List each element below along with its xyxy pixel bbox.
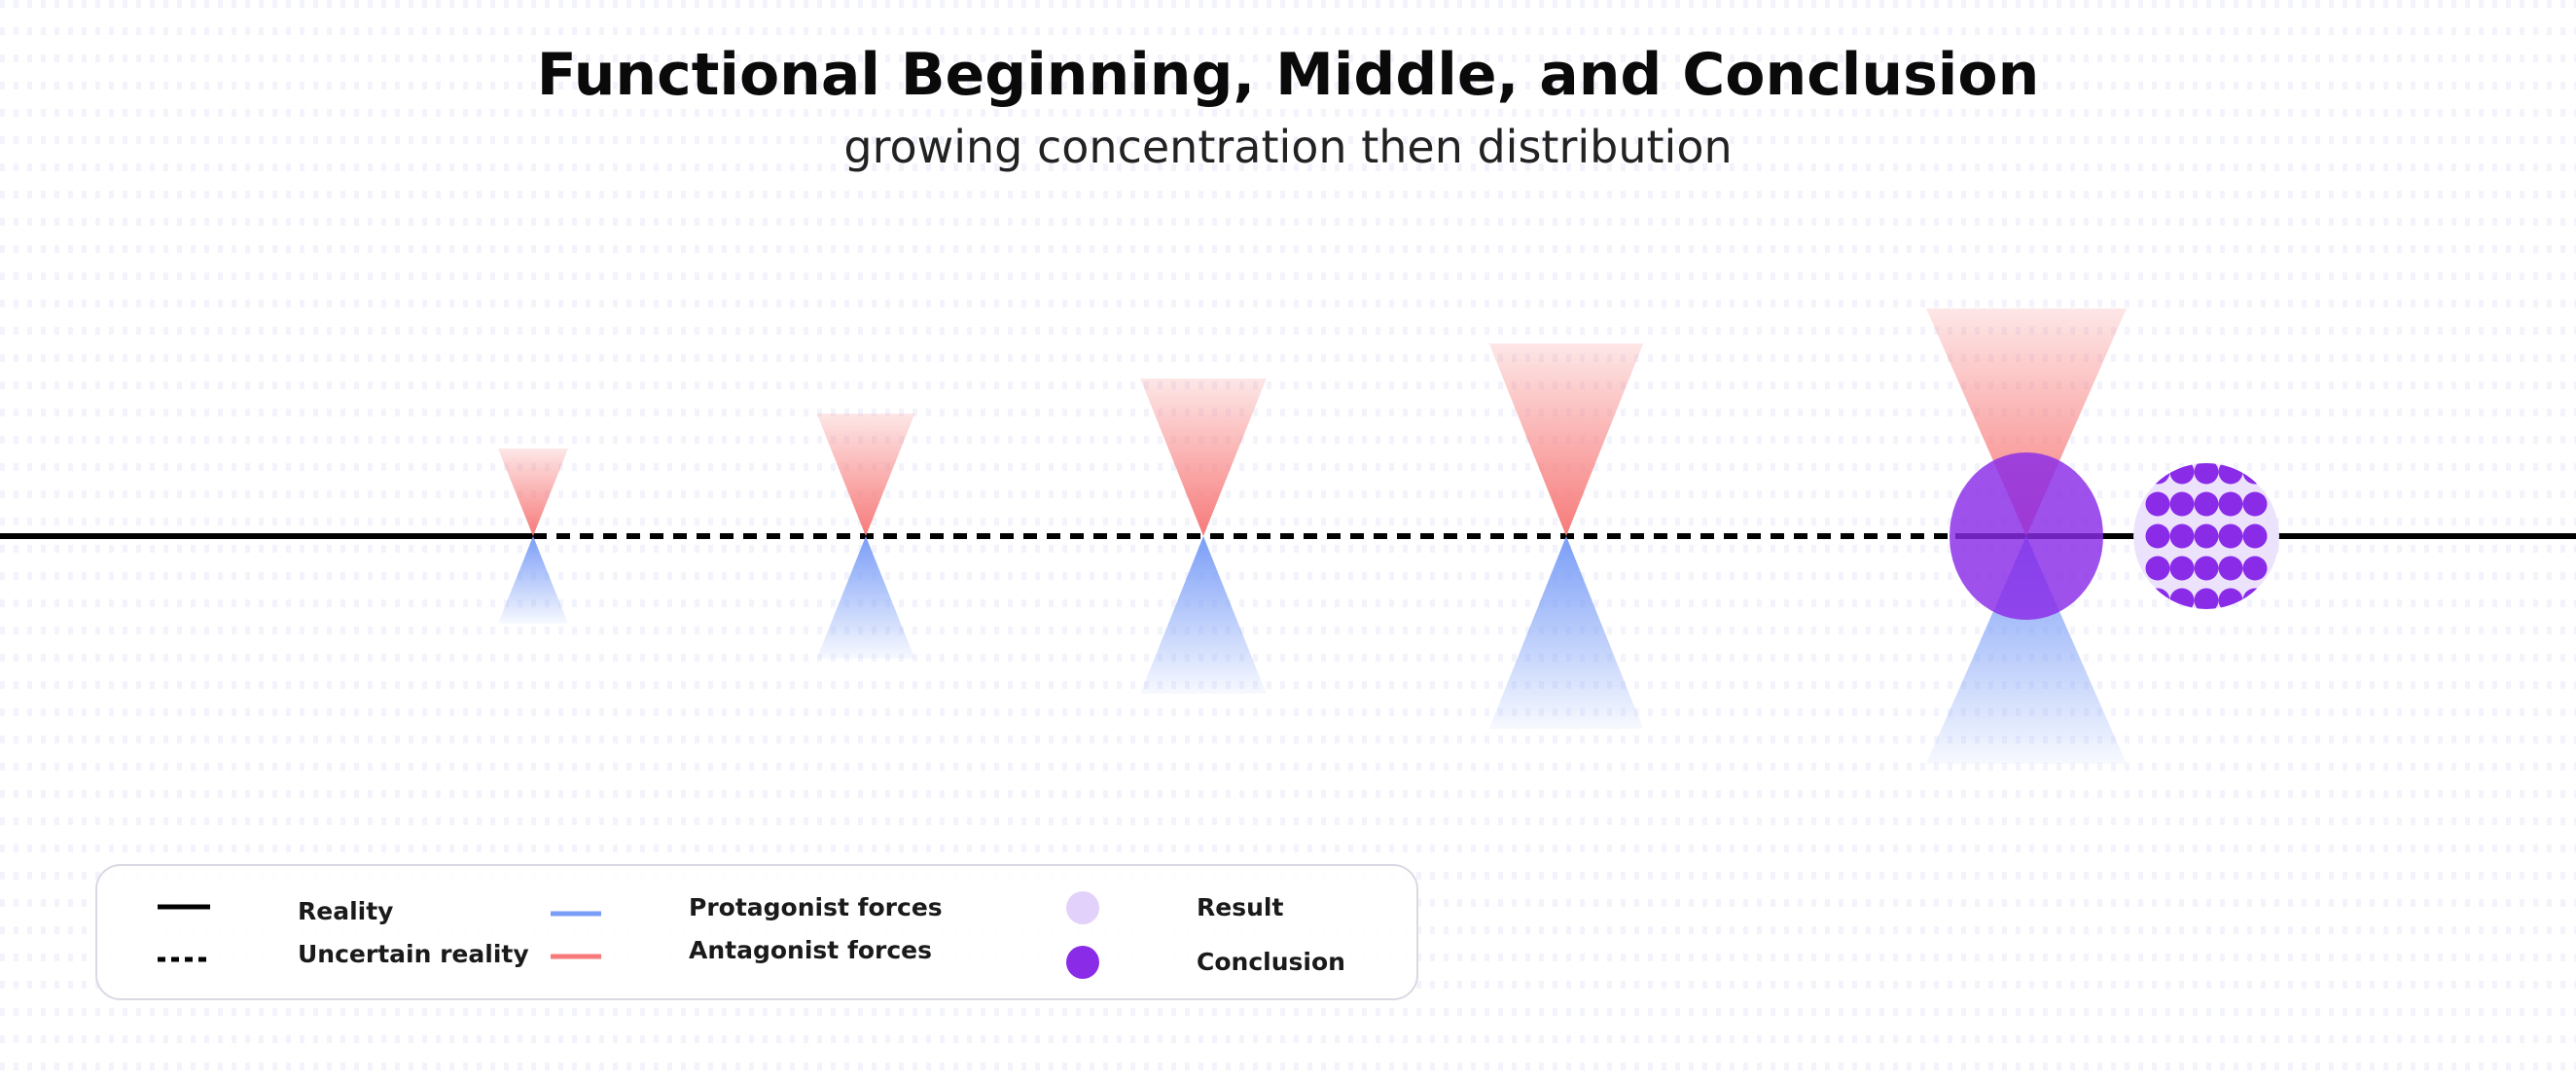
legend-uncertain-reality-swatch [158,956,210,962]
distribution-dot [2145,463,2170,485]
distribution-dot [2194,556,2219,581]
distribution-dot [2242,491,2268,517]
legend-result-swatch [1066,891,1099,924]
distribution-dot [2194,523,2219,549]
distribution-result-icon [2133,463,2279,609]
legend-antagonist-label: Antagonist forces [689,936,932,964]
conclusion-circle [1950,452,2103,620]
distribution-dot [2145,588,2170,609]
distribution-dot [2169,463,2195,485]
legend-result-label: Result [1197,893,1284,921]
distribution-dot [2218,556,2243,581]
antagonist-cone-3 [1140,379,1267,536]
distribution-dot [2145,556,2170,581]
distribution-dot [2194,463,2219,485]
protagonist-cone-2 [816,536,915,659]
diagram-title: Functional Beginning, Middle, and Conclu… [536,41,2040,109]
distribution-dot [2169,491,2195,517]
protagonist-cone-3 [1140,536,1267,694]
distribution-dot [2218,588,2243,609]
distribution-dot [2218,463,2243,485]
legend-protagonist-swatch [551,911,601,917]
legend-reality-label: Reality [298,897,394,925]
legend-conclusion-swatch [1066,946,1099,979]
legend-protagonist-label: Protagonist forces [689,893,943,921]
distribution-dot [2169,556,2195,581]
antagonist-cone-4 [1488,343,1644,536]
protagonist-cone-4 [1488,536,1644,729]
distribution-dot [2218,491,2243,517]
legend-conclusion-label: Conclusion [1197,948,1345,976]
antagonist-cone-2 [816,414,915,536]
distribution-dot [2169,588,2195,609]
distribution-dot [2242,523,2268,549]
distribution-dot [2242,588,2268,609]
distribution-dot [2242,463,2268,485]
distribution-dot [2145,523,2170,549]
legend-antagonist-swatch [551,954,601,959]
distribution-dot [2194,491,2219,517]
legend-box: Reality Uncertain reality Protagonist fo… [95,864,1418,1000]
distribution-dot [2218,523,2243,549]
distribution-dot [2169,523,2195,549]
distribution-dot [2145,491,2170,517]
antagonist-cone-5 [1926,308,2127,536]
legend-reality-swatch [158,904,210,910]
antagonist-cone-1 [498,449,568,536]
protagonist-cone-5 [1926,536,2127,764]
protagonist-cone-1 [498,536,568,624]
distribution-dot [2194,588,2219,609]
distribution-dot [2242,556,2268,581]
legend-uncertain-reality-label: Uncertain reality [298,940,529,968]
diagram-subtitle: growing concentration then distribution [843,121,1733,173]
